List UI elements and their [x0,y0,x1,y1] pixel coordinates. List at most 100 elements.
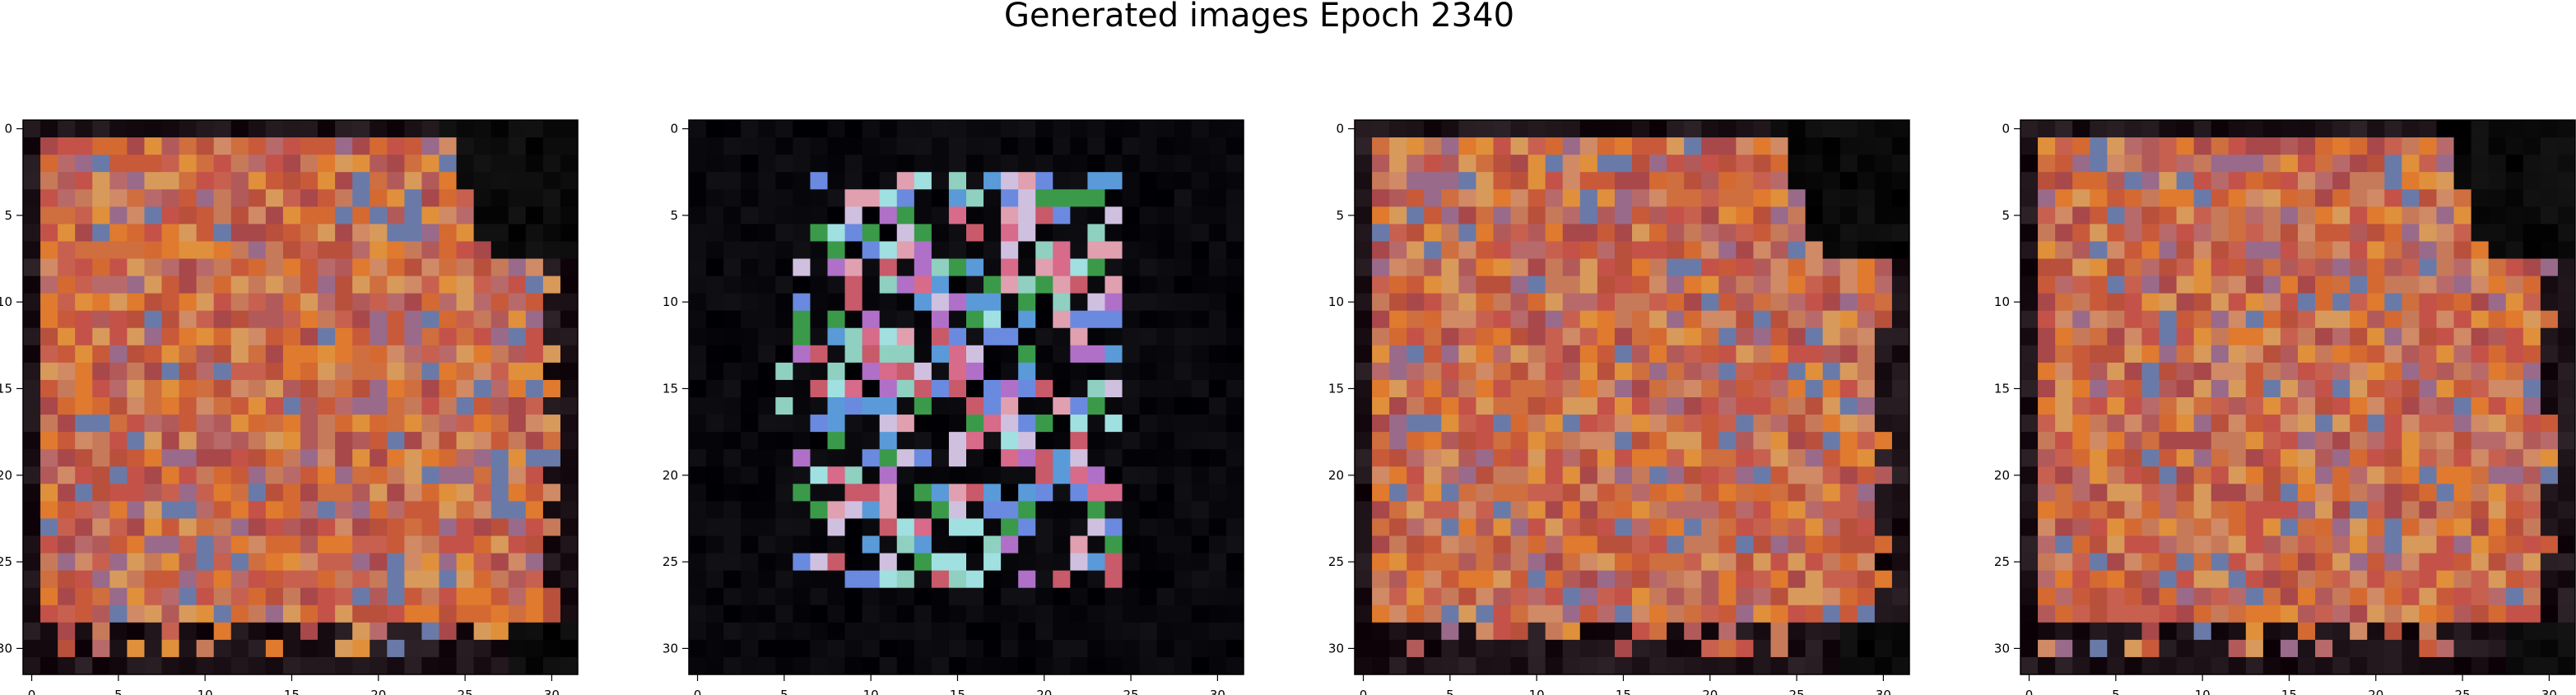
pixel-cell [2523,622,2541,641]
pixel-cell [335,415,353,433]
pixel-cell [161,293,180,312]
pixel-cell [2055,535,2073,554]
pixel-cell [2176,310,2195,329]
pixel-cell [1822,415,1841,433]
pixel-cell [1476,120,1494,138]
pixel-cell [914,379,932,398]
pixel-cell [1208,518,1227,536]
pixel-cell [2176,466,2195,484]
pixel-cell [1770,397,1789,415]
pixel-cell [58,345,76,364]
pixel-cell [844,293,863,312]
pixel-cell [1839,137,1858,155]
pixel-cell [1597,466,1616,484]
pixel-cell [2262,415,2281,433]
pixel-cell [1874,189,1893,207]
pixel-cell [2055,327,2073,346]
pixel-cell [1355,639,1373,658]
pixel-cell [1476,362,1494,381]
pixel-cell [2124,379,2142,398]
pixel-cell [491,345,509,364]
pixel-cell [810,276,828,294]
pixel-cell [1718,120,1737,138]
pixel-cell [2124,639,2142,658]
pixel-cell [1208,345,1227,364]
pixel-cell [421,587,439,606]
pixel-cell [948,189,967,207]
pixel-cell [706,224,724,242]
pixel-cell [1701,535,1719,554]
pixel-cell [1493,362,1512,381]
pixel-cell [827,137,846,155]
pixel-cell [2384,224,2402,242]
pixel-cell [2419,587,2437,606]
pixel-cell [2557,397,2576,415]
pixel-cell [879,449,898,467]
pixel-cell [1562,120,1581,138]
pixel-cell [1805,241,1824,259]
pixel-cell [1493,258,1512,277]
pixel-cell [196,345,215,364]
pixel-cell [689,432,707,450]
pixel-cell [1753,397,1771,415]
pixel-cell [741,137,759,155]
pixel-cell [1104,415,1123,433]
pixel-cell [879,639,898,658]
y-tick-label: 25 [663,554,678,569]
pixel-cell [1104,466,1123,484]
x-tick-label: 30 [2541,688,2557,695]
pixel-cell [1493,189,1512,207]
pixel-cell [1174,518,1193,536]
pixel-cell [1718,241,1737,259]
pixel-cell [196,656,215,675]
pixel-cell [75,501,93,519]
pixel-cell [706,622,724,641]
pixel-cell [723,379,742,398]
pixel-cell [1441,120,1459,138]
pixel-cell [2540,293,2559,312]
pixel-cell [1718,362,1737,381]
pixel-cell [248,224,267,242]
pixel-cell [265,224,284,242]
pixel-cell [335,345,353,364]
pixel-cell [2159,345,2178,364]
pixel-cell [2402,449,2420,467]
pixel-cell [473,241,492,259]
pixel-cell [161,379,180,398]
pixel-cell [248,415,267,433]
pixel-cell [1476,345,1494,364]
pixel-cell [1891,120,1910,138]
pixel-cell [1614,535,1633,554]
pixel-cell [2402,553,2420,572]
pixel-cell [966,345,984,364]
pixel-cell [2072,362,2090,381]
pixel-cell [109,432,128,450]
pixel-cell [2436,605,2455,623]
pixel-cell [1372,189,1390,207]
pixel-cell [1070,605,1088,623]
pixel-cell [1407,345,1425,364]
pixel-cell [1493,120,1512,138]
pixel-cell [1614,432,1633,450]
pixel-cell [2262,379,2281,398]
pixel-cell [213,397,232,415]
y-tick-label: 0 [2002,122,2010,137]
pixel-cell [282,622,301,641]
pixel-cell [1510,639,1529,658]
pixel-cell [1649,189,1667,207]
pixel-cell [1667,310,1685,329]
pixel-cell [827,518,846,536]
pixel-cell [542,189,561,207]
pixel-cell [1372,362,1390,381]
pixel-cell [40,379,58,398]
pixel-cell [2211,656,2230,675]
pixel-cell [2211,518,2230,536]
pixel-cell [1139,518,1158,536]
pixel-cell [2367,276,2385,294]
pixel-cell [1139,206,1158,225]
pixel-cell [2124,656,2142,675]
pixel-cell [1857,189,1876,207]
pixel-cell [1156,310,1175,329]
pixel-cell [948,241,967,259]
